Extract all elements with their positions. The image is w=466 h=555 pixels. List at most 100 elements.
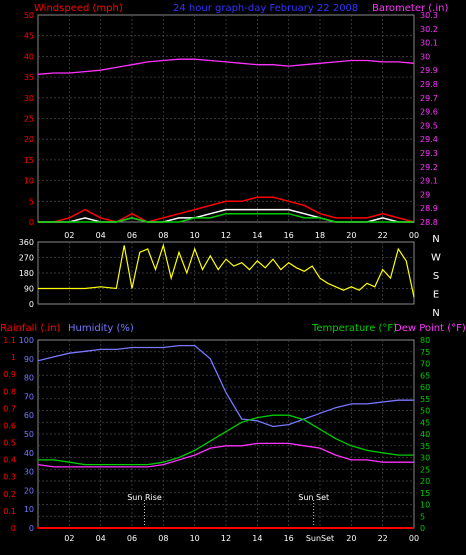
direction-tick-label: 90 [24, 285, 34, 294]
rain-tick-label: 0.1 [3, 507, 16, 516]
bottom-left-title-2: Humidity (%) [68, 323, 134, 334]
temp-tick-label: 10 [420, 501, 430, 510]
x-tick-label-bottom: 10 [190, 534, 200, 543]
rain-tick-label: 0.4 [3, 456, 16, 465]
temp-tick-label: 70 [420, 360, 430, 369]
direction-tick-label: 0 [29, 300, 34, 309]
baro-tick-label: 29.1 [420, 177, 438, 186]
wind-tick-label: 0 [29, 218, 34, 227]
x-tick-label: 04 [96, 231, 106, 240]
x-tick-label-bottom: 12 [221, 534, 231, 543]
wind-tick-label: 45 [24, 32, 34, 41]
rain-tick-label: 1 [11, 353, 16, 362]
series-wind-direction [38, 243, 415, 298]
temp-tick-label: 0 [420, 524, 425, 533]
rain-tick-label: 0.8 [3, 387, 16, 396]
series-dew-point-f- [37, 442, 414, 468]
baro-tick-label: 30 [420, 52, 430, 61]
annotation-label: Sun Set [298, 493, 329, 502]
wind-tick-label: 35 [24, 73, 34, 82]
compass-label: W [431, 253, 441, 264]
baro-tick-label: 30.2 [420, 25, 438, 34]
baro-tick-label: 28.9 [420, 204, 438, 213]
x-tick-label: 16 [284, 231, 294, 240]
rain-tick-label: 0 [11, 524, 16, 533]
temp-tick-label: 55 [420, 395, 430, 404]
baro-tick-label: 29.6 [420, 108, 438, 117]
compass-label: N [432, 234, 439, 245]
x-tick-label: 06 [127, 231, 137, 240]
temp-tick-label: 30 [420, 454, 430, 463]
humidity-tick-label: 80 [24, 374, 34, 383]
compass-label: N [432, 308, 439, 319]
x-tick-label: 18 [315, 231, 325, 240]
series-barometer-in- [37, 58, 415, 75]
baro-tick-label: 28.8 [420, 218, 438, 227]
series-wind [38, 212, 414, 223]
rain-tick-label: 0.7 [3, 404, 16, 413]
temp-tick-label: 50 [420, 407, 430, 416]
baro-tick-label: 29.8 [420, 80, 438, 89]
series-temperature-f- [38, 414, 414, 466]
rain-tick-label: 0.6 [3, 421, 16, 430]
series-wind-gust [38, 196, 415, 223]
bottom-right-title-2: Dew Point (°F) [394, 323, 466, 334]
rain-tick-label: 0.3 [3, 473, 16, 482]
wind-tick-label: 40 [24, 52, 34, 61]
humidity-tick-label: 40 [24, 449, 34, 458]
compass-label: E [433, 290, 439, 301]
wind-tick-label: 15 [24, 156, 34, 165]
bottom-right-title-1: Temperature (°F) [311, 323, 397, 334]
rain-tick-label: 1.1 [3, 336, 16, 345]
x-tick-label-bottom: SunSet [306, 534, 334, 543]
temp-tick-label: 25 [420, 465, 430, 474]
bottom-left-title-1: Rainfall (.in) [0, 323, 61, 334]
baro-tick-label: 30.3 [420, 11, 438, 20]
top-right-title: Barometer (.in) [372, 3, 448, 14]
x-tick-label-bottom: 20 [346, 534, 356, 543]
x-tick-label-bottom: 22 [378, 534, 388, 543]
direction-tick-label: 180 [19, 269, 34, 278]
baro-tick-label: 29.2 [420, 163, 438, 172]
temp-tick-label: 75 [420, 348, 430, 357]
temp-tick-label: 45 [420, 418, 430, 427]
humidity-tick-label: 50 [24, 430, 34, 439]
humidity-tick-label: 0 [29, 524, 34, 533]
temp-tick-label: 35 [420, 442, 430, 451]
x-tick-label: 14 [252, 231, 262, 240]
x-tick-label: 10 [190, 231, 200, 240]
baro-tick-label: 29.7 [420, 94, 438, 103]
rain-tick-label: 0.2 [3, 490, 16, 499]
x-tick-label-bottom: 02 [64, 534, 74, 543]
wind-tick-label: 10 [24, 177, 34, 186]
baro-tick-label: 29.4 [420, 135, 438, 144]
baro-tick-label: 30.1 [420, 39, 438, 48]
baro-tick-label: 29.5 [420, 121, 438, 130]
temp-tick-label: 60 [420, 383, 430, 392]
humidity-tick-label: 30 [24, 468, 34, 477]
temp-tick-label: 40 [420, 430, 430, 439]
annotation-label: Sun Rise [127, 493, 162, 502]
rain-tick-label: 0.5 [3, 439, 16, 448]
x-tick-label: 00 [409, 231, 419, 240]
x-tick-label-bottom: 04 [96, 534, 106, 543]
x-tick-label: 12 [221, 231, 231, 240]
x-tick-label-bottom: 08 [158, 534, 168, 543]
baro-tick-label: 29 [420, 190, 430, 199]
x-tick-label: 08 [158, 231, 168, 240]
temp-tick-label: 65 [420, 371, 430, 380]
x-tick-label-bottom: 14 [252, 534, 262, 543]
temp-tick-label: 20 [420, 477, 430, 486]
x-tick-label: 02 [64, 231, 74, 240]
wind-tick-label: 25 [24, 115, 34, 124]
x-tick-label-bottom: 06 [127, 534, 137, 543]
rain-tick-label: 0.9 [3, 370, 16, 379]
humidity-tick-label: 60 [24, 411, 34, 420]
baro-tick-label: 29.3 [420, 149, 438, 158]
x-tick-label: 22 [378, 231, 388, 240]
wind-tick-label: 5 [29, 197, 34, 206]
temp-tick-label: 15 [420, 489, 430, 498]
humidity-tick-label: 90 [24, 355, 34, 364]
wind-tick-label: 50 [24, 11, 34, 20]
